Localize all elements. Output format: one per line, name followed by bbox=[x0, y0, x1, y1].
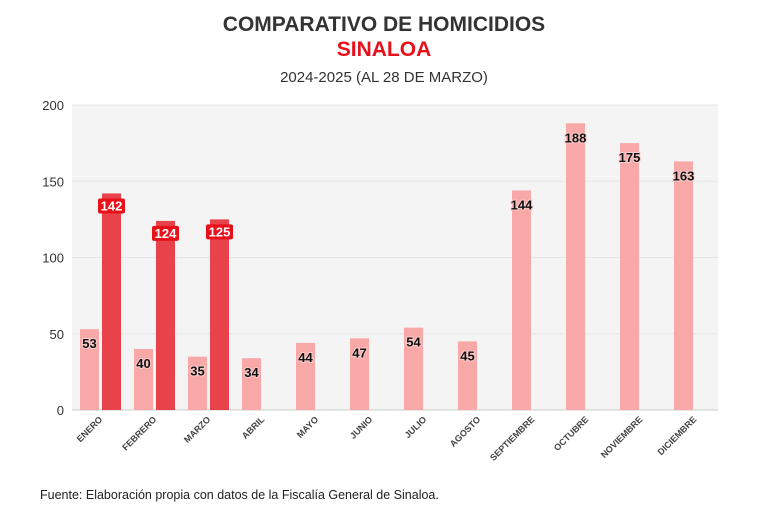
x-tick-label: MAYO bbox=[295, 414, 321, 440]
bar bbox=[80, 329, 99, 410]
data-label-bg bbox=[206, 224, 233, 240]
chart-title: COMPARATIVO DE HOMICIDIOS bbox=[223, 13, 545, 36]
data-label: 142 bbox=[101, 198, 123, 213]
bar bbox=[458, 341, 477, 410]
y-tick-label: 0 bbox=[57, 403, 64, 418]
data-label: 124 bbox=[155, 226, 177, 241]
data-label-bg bbox=[98, 198, 125, 214]
data-label: 34 bbox=[244, 365, 259, 380]
bar bbox=[134, 349, 153, 410]
data-label: 35 bbox=[190, 364, 204, 379]
x-tick-label: ABRIL bbox=[240, 414, 267, 441]
bar bbox=[156, 220, 175, 410]
x-tick-label: OCTUBRE bbox=[552, 414, 591, 453]
bar bbox=[210, 219, 229, 410]
bar bbox=[296, 342, 315, 410]
x-tick-label: JULIO bbox=[403, 414, 429, 440]
data-label: 44 bbox=[298, 350, 313, 365]
x-tick-label: JUNIO bbox=[348, 414, 375, 441]
y-tick-label: 100 bbox=[42, 251, 64, 266]
data-label: 54 bbox=[406, 335, 421, 350]
chart-title-line2: SINALOA bbox=[337, 38, 432, 61]
data-label: 40 bbox=[136, 356, 150, 371]
x-tick-label: ENERO bbox=[75, 414, 105, 444]
data-label: 175 bbox=[619, 150, 641, 165]
data-label: 45 bbox=[460, 348, 474, 363]
data-label: 53 bbox=[82, 336, 96, 351]
x-tick-label: MARZO bbox=[182, 414, 212, 444]
bar bbox=[566, 123, 585, 411]
x-tick-label: DICIEMBRE bbox=[656, 414, 699, 457]
source-note: Fuente: Elaboración propia con datos de … bbox=[40, 488, 439, 502]
data-label: 47 bbox=[352, 345, 366, 360]
data-label: 125 bbox=[209, 224, 231, 239]
x-tick-label: NOVIEMBRE bbox=[599, 414, 645, 460]
x-tick-label: SEPTIEMBRE bbox=[488, 414, 536, 462]
bar bbox=[404, 327, 423, 410]
bar bbox=[102, 193, 121, 410]
y-tick-label: 50 bbox=[50, 327, 64, 342]
bar bbox=[350, 338, 369, 410]
data-label-bg bbox=[152, 225, 179, 241]
bar bbox=[242, 358, 261, 410]
data-label: 163 bbox=[673, 168, 695, 183]
bar bbox=[188, 356, 207, 410]
bar bbox=[674, 161, 693, 410]
x-tick-label: AGOSTO bbox=[448, 414, 483, 449]
data-label: 144 bbox=[511, 197, 533, 212]
bar bbox=[620, 143, 639, 410]
data-label: 188 bbox=[565, 130, 587, 145]
chart-subtitle: 2024-2025 (AL 28 DE MARZO) bbox=[280, 69, 488, 86]
bar bbox=[512, 190, 531, 410]
y-tick-label: 200 bbox=[42, 98, 64, 113]
x-tick-label: FEBRERO bbox=[120, 414, 158, 452]
y-tick-label: 150 bbox=[42, 174, 64, 189]
